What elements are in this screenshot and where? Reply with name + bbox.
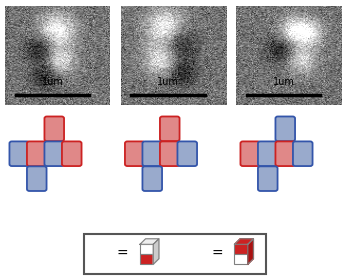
FancyBboxPatch shape [62,141,82,166]
Bar [140,254,153,264]
FancyBboxPatch shape [125,141,145,166]
Text: =: = [211,247,223,261]
Text: 1um: 1um [157,77,179,87]
FancyBboxPatch shape [9,141,29,166]
FancyBboxPatch shape [240,141,260,166]
FancyBboxPatch shape [188,242,208,267]
FancyBboxPatch shape [275,116,295,141]
FancyBboxPatch shape [258,166,278,191]
FancyBboxPatch shape [275,141,295,166]
FancyBboxPatch shape [84,234,266,274]
FancyBboxPatch shape [160,141,180,166]
Polygon shape [234,239,253,244]
FancyBboxPatch shape [93,242,113,267]
Bar [140,244,153,254]
FancyBboxPatch shape [293,141,313,166]
FancyBboxPatch shape [142,141,162,166]
FancyBboxPatch shape [258,141,278,166]
Polygon shape [248,239,253,264]
FancyBboxPatch shape [27,141,47,166]
FancyBboxPatch shape [27,166,47,191]
FancyBboxPatch shape [44,116,64,141]
FancyBboxPatch shape [44,141,64,166]
Text: 1um: 1um [273,77,294,87]
FancyBboxPatch shape [177,141,197,166]
FancyBboxPatch shape [142,166,162,191]
Polygon shape [153,239,159,264]
Text: =: = [117,247,128,261]
Polygon shape [140,239,159,244]
Bar [234,254,248,264]
FancyBboxPatch shape [160,116,180,141]
Bar [234,244,248,254]
Text: 1um: 1um [42,77,63,87]
